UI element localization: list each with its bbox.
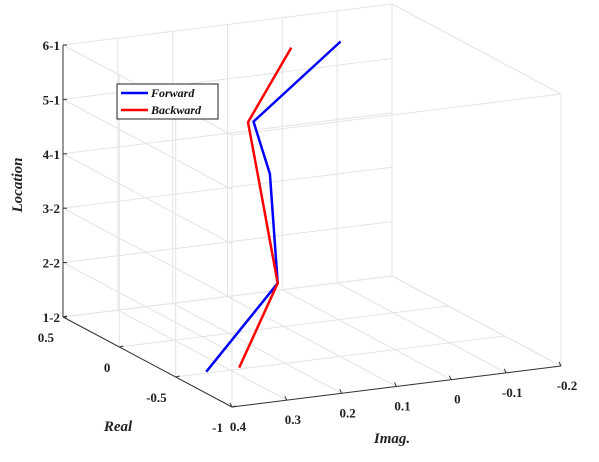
x-tick-label: 0.2	[340, 405, 356, 420]
back-wall-grid-line	[62, 112, 393, 155]
floor-grid-line	[117, 309, 288, 401]
z-tick-label: 4-1	[43, 147, 60, 162]
y-axis-label: Real	[103, 419, 133, 435]
box-edge	[391, 275, 562, 367]
x-tick-mark	[558, 361, 562, 367]
y-axis-line	[62, 316, 233, 408]
back-wall-grid-line	[62, 221, 393, 264]
x-tick-label: 0.1	[394, 399, 410, 414]
floor-grid-line	[227, 296, 397, 387]
x-tick-mark	[394, 382, 397, 387]
z-tick-label: 2-2	[43, 256, 60, 271]
series-lines	[205, 40, 342, 373]
x-tick-label: -0.2	[557, 378, 578, 393]
legend-label-forward: Forward	[150, 86, 195, 100]
floor-grid-line	[172, 302, 342, 394]
y-tick-mark	[119, 345, 124, 348]
tick-labels: 0.4 0.3 0.2 0.1 0 -0.1 -0.2 0.5 0 -0.5 -1 1-2 2-2 3-2…	[38, 38, 578, 435]
series-line-backward	[238, 46, 293, 369]
x-tick-mark	[284, 395, 288, 401]
y-tick-mark	[231, 405, 237, 408]
x-axis-label: Imag.	[373, 431, 410, 447]
back-wall-grid-line	[62, 166, 393, 209]
left-wall-grid-line	[62, 153, 233, 245]
y-tick-mark	[175, 375, 180, 378]
series-line-forward	[205, 40, 342, 373]
x-tick-label: 0	[454, 392, 461, 407]
z-axis-label: Location	[10, 158, 26, 214]
back-wall-grid-line	[62, 275, 393, 318]
y-tick-label: 0	[104, 360, 111, 375]
x-tick-label: -0.1	[502, 385, 523, 400]
left-wall-grid-line	[62, 207, 233, 299]
y-tick-label: 0.5	[38, 330, 55, 345]
floor-grid-line	[282, 289, 452, 381]
left-wall-grid-line	[62, 262, 233, 354]
axes	[62, 44, 562, 408]
y-tick-label: -1	[212, 420, 223, 435]
box-edge	[391, 3, 562, 95]
grid	[62, 3, 562, 408]
floor-grid-line	[119, 305, 449, 348]
back-wall-grid-line	[62, 3, 393, 46]
z-tick-label: 1-2	[43, 310, 60, 325]
z-tick-label: 5-1	[43, 92, 60, 107]
floor-grid-line	[175, 335, 505, 378]
x-tick-label: 0.4	[230, 419, 247, 434]
box-edge	[231, 93, 562, 136]
x-tick-mark	[503, 368, 507, 374]
legend-box	[116, 83, 219, 120]
x-tick-label: 0.3	[285, 412, 302, 427]
x-tick-mark	[448, 375, 452, 380]
z-tick-label: 6-1	[43, 38, 60, 53]
left-wall-grid-line	[62, 98, 233, 190]
z-tick-label: 3-2	[43, 201, 60, 216]
legend: Forward Backward	[116, 83, 219, 120]
x-tick-mark	[229, 402, 233, 408]
floor-grid-line	[336, 282, 507, 374]
legend-label-backward: Backward	[150, 103, 202, 117]
x-tick-mark	[339, 389, 343, 394]
y-tick-label: -0.5	[146, 390, 167, 405]
